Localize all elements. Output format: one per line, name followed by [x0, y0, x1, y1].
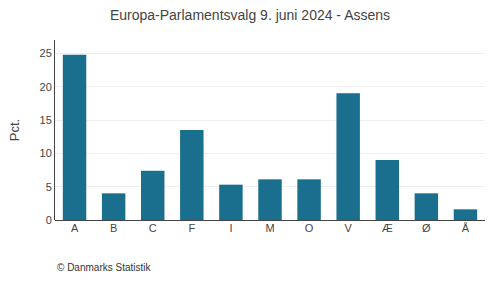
svg-text:5: 5 [46, 181, 52, 193]
svg-text:I: I [229, 222, 232, 234]
svg-text:Å: Å [462, 222, 470, 234]
svg-text:© Danmarks Statistik: © Danmarks Statistik [57, 262, 152, 273]
svg-text:20: 20 [40, 81, 52, 93]
svg-text:A: A [71, 222, 79, 234]
svg-text:Æ: Æ [382, 222, 393, 234]
svg-text:B: B [110, 222, 117, 234]
svg-text:25: 25 [40, 47, 52, 59]
svg-text:F: F [188, 222, 195, 234]
svg-text:Pct.: Pct. [7, 119, 22, 141]
svg-text:O: O [305, 222, 314, 234]
svg-text:15: 15 [40, 114, 52, 126]
svg-text:10: 10 [40, 147, 52, 159]
svg-text:M: M [265, 222, 274, 234]
svg-text:Europa-Parlamentsvalg 9. juni: Europa-Parlamentsvalg 9. juni 2024 - Ass… [110, 7, 390, 23]
svg-text:Ø: Ø [422, 222, 431, 234]
svg-text:C: C [149, 222, 157, 234]
svg-text:0: 0 [46, 214, 52, 226]
svg-text:V: V [345, 222, 353, 234]
